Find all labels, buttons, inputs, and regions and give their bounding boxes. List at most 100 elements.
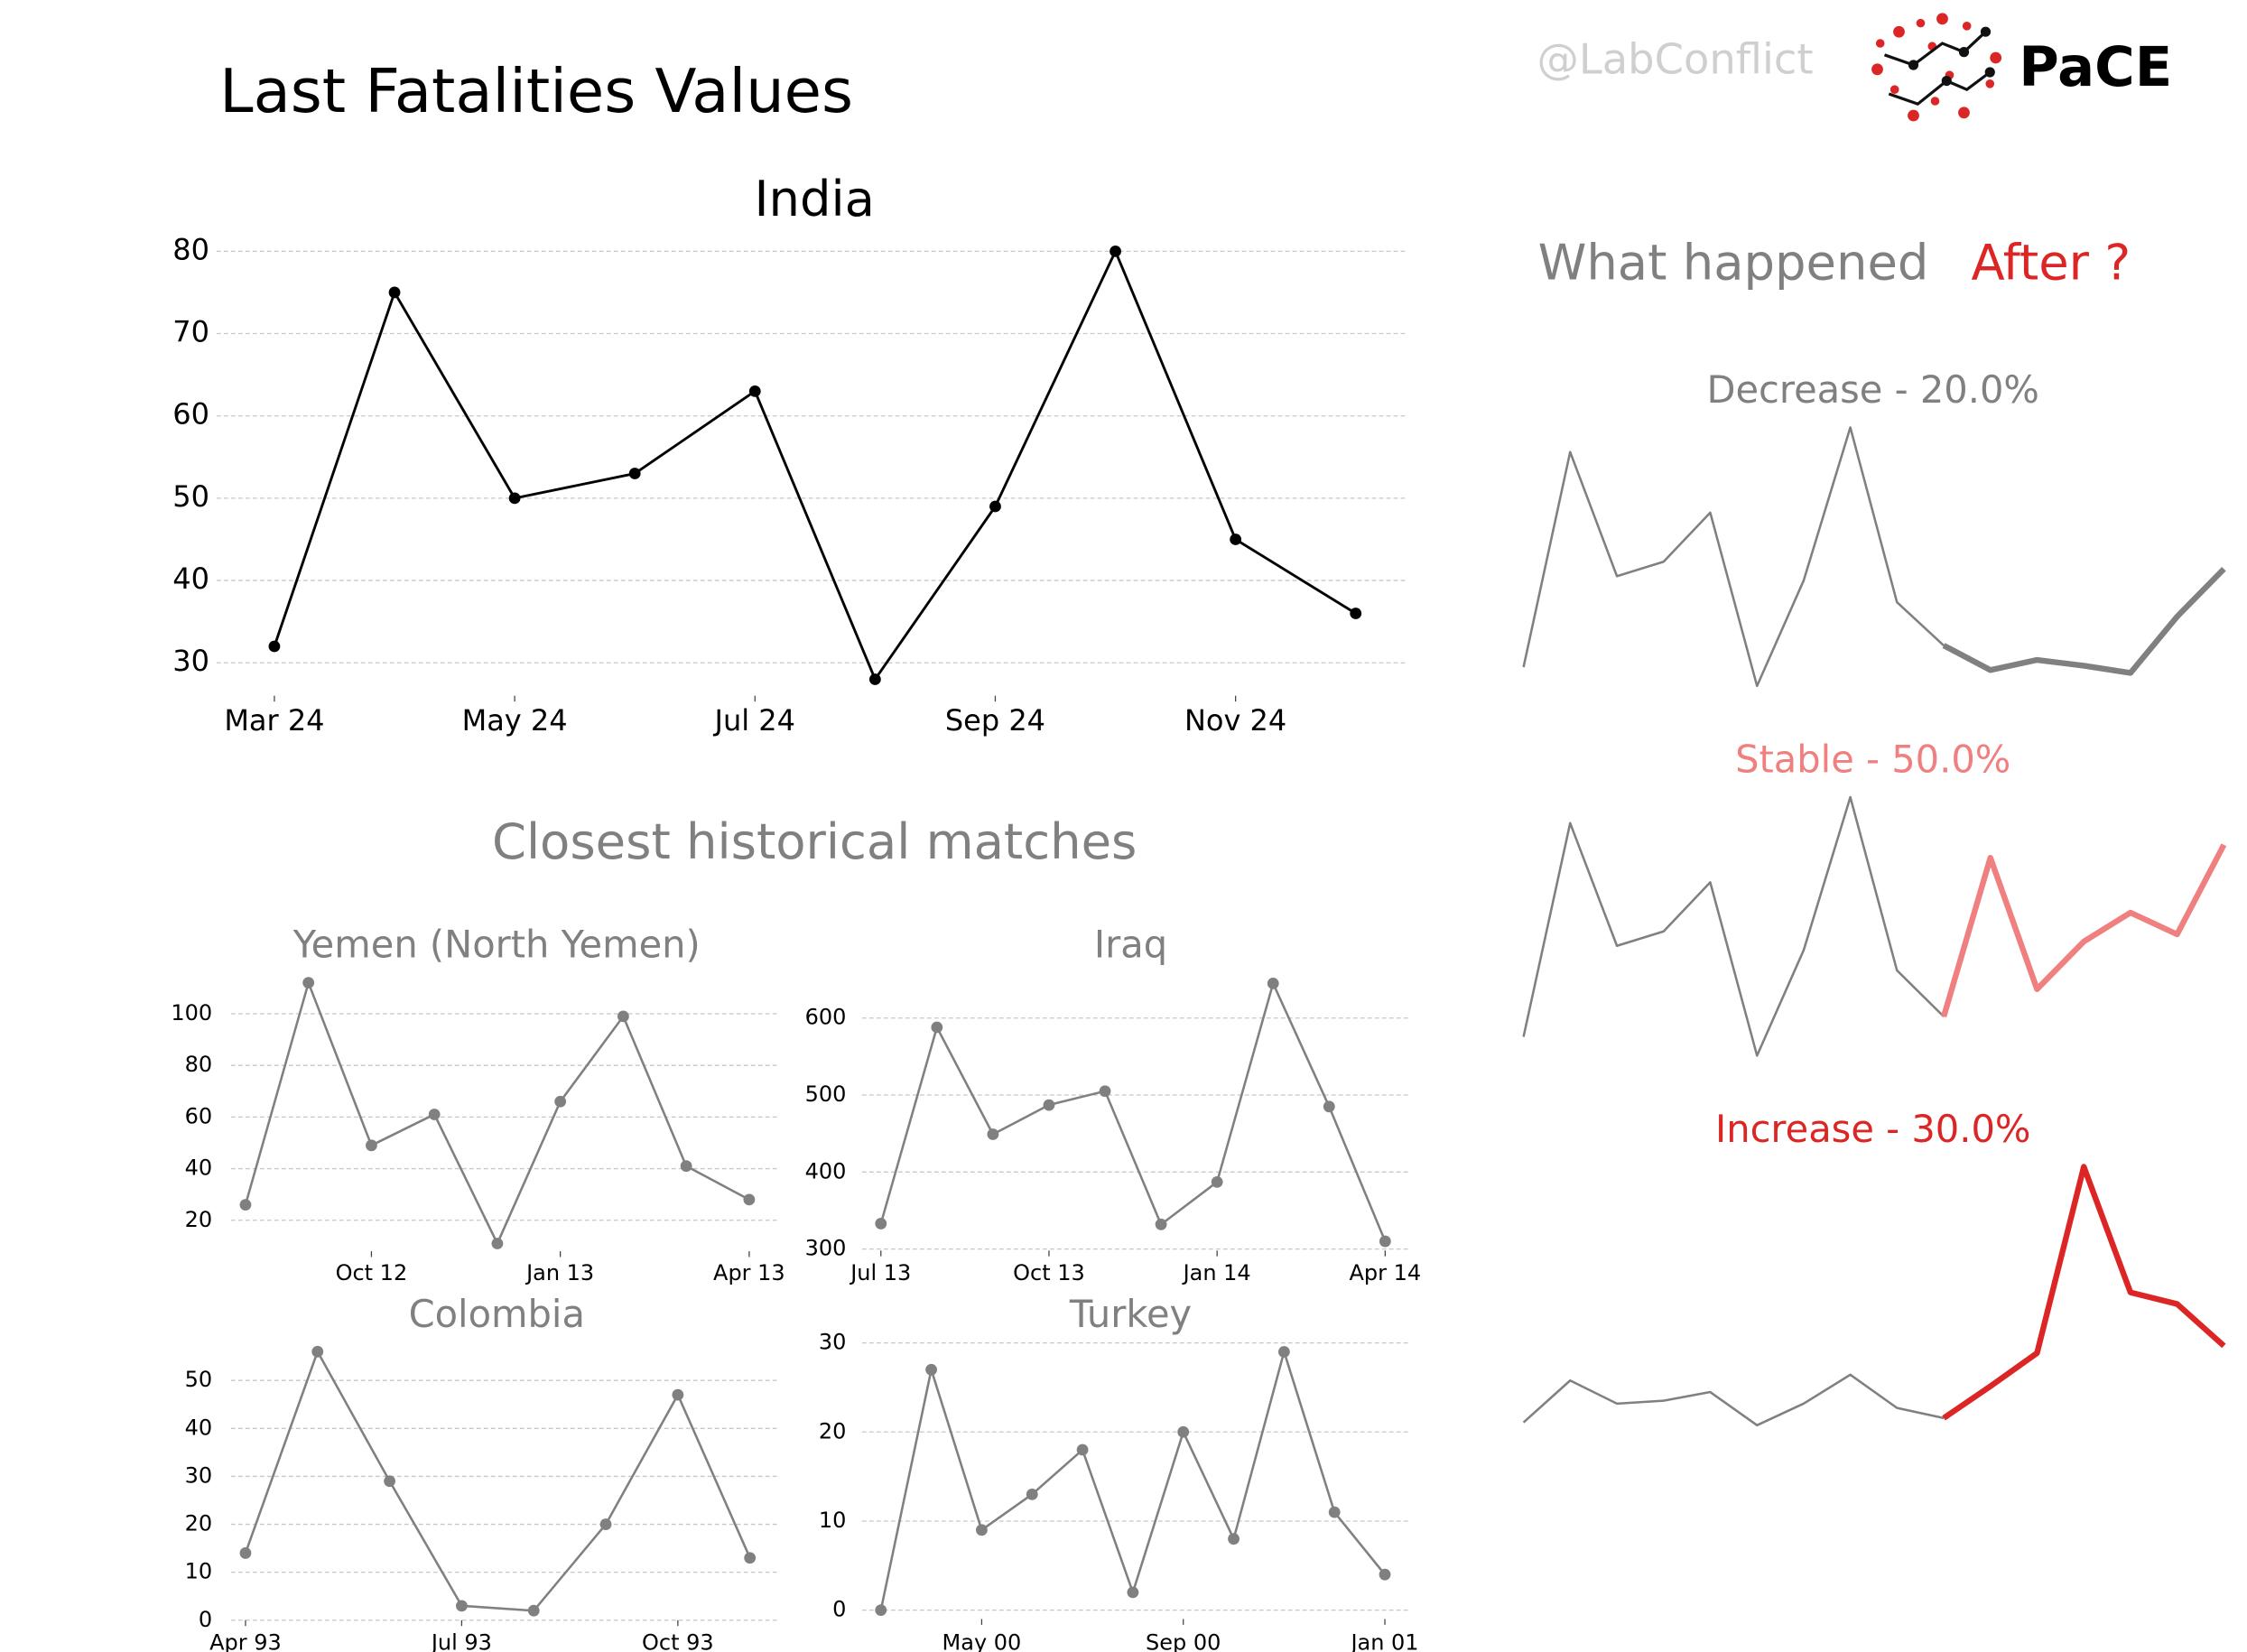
x-tick-label: Mar 24 [224, 703, 324, 738]
data-point [1267, 977, 1279, 989]
chart-title: Decrease - 20.0% [1706, 367, 2038, 412]
data-line [879, 982, 1387, 1242]
data-point [1127, 1586, 1139, 1599]
data-point [428, 1109, 441, 1120]
data-point [1323, 1100, 1335, 1113]
x-tick-label: Oct 93 [642, 1629, 714, 1652]
data-point [599, 1518, 612, 1530]
y-tick-label: 30 [172, 644, 209, 678]
chart-title: Stable - 50.0% [1735, 738, 2010, 782]
x-tick-label: Oct 13 [1013, 1260, 1085, 1285]
y-tick-label: 80 [185, 1052, 213, 1077]
y-tick-label: 100 [171, 1000, 212, 1026]
data-point [617, 1010, 629, 1023]
chart-title: Yemen (North Yemen) [292, 922, 701, 966]
y-tick-label: 20 [185, 1511, 213, 1536]
data-point [1155, 1218, 1167, 1230]
y-tick-label: 0 [832, 1597, 846, 1622]
data-point [1230, 534, 1242, 545]
data-point [1211, 1175, 1223, 1188]
data-point [1177, 1425, 1190, 1438]
chart-title: Iraq [1094, 922, 1167, 966]
logo-icon [1871, 13, 2002, 122]
chart-title: Increase - 30.0% [1715, 1107, 2030, 1151]
data-point [1328, 1506, 1341, 1518]
data-point [1099, 1085, 1111, 1098]
chart-title: Turkey [1069, 1292, 1192, 1336]
y-tick-label: 40 [172, 561, 209, 596]
after-title: What happened [1538, 234, 1929, 291]
x-tick-label: Jul 93 [430, 1629, 492, 1652]
data-line [273, 249, 1357, 681]
data-point [388, 286, 401, 299]
data-point [931, 1021, 943, 1034]
chart-title: Colombia [409, 1292, 585, 1336]
data-point [989, 500, 1001, 513]
y-tick-label: 70 [172, 315, 209, 349]
y-tick-label: 300 [805, 1236, 847, 1261]
data-point [311, 1345, 324, 1358]
y-tick-label: 50 [185, 1367, 213, 1392]
x-tick-label: Apr 93 [209, 1629, 282, 1652]
data-point [239, 1199, 252, 1211]
y-tick-label: 40 [185, 1155, 213, 1181]
data-point [1043, 1099, 1055, 1111]
data-point [868, 673, 881, 685]
data-point [302, 977, 315, 989]
section-title: Closest historical matches [492, 813, 1137, 870]
y-tick-label: 40 [185, 1415, 213, 1440]
data-point [491, 1238, 504, 1249]
x-tick-label: Jan 01 [1349, 1629, 1418, 1652]
x-tick-label: May 24 [462, 703, 568, 738]
x-tick-label: Nov 24 [1184, 703, 1286, 738]
data-line [1522, 426, 1945, 688]
x-tick-label: Oct 12 [336, 1260, 408, 1285]
y-tick-label: 80 [172, 232, 209, 266]
data-point [743, 1193, 756, 1206]
data-point [527, 1604, 540, 1617]
x-tick-label: Sep 24 [945, 703, 1045, 738]
data-point [1026, 1488, 1038, 1500]
data-point [744, 1552, 757, 1564]
page-title: Last Fatalities Values [219, 56, 853, 126]
x-tick-label: Jan 13 [525, 1260, 594, 1285]
data-point [239, 1547, 252, 1559]
y-tick-label: 20 [185, 1207, 213, 1232]
data-point [680, 1160, 692, 1173]
data-point [384, 1475, 395, 1488]
x-tick-label: Jan 14 [1182, 1260, 1251, 1285]
y-tick-label: 20 [819, 1418, 847, 1443]
data-point [628, 468, 641, 479]
chart-title: India [754, 171, 874, 227]
data-point [366, 1139, 377, 1152]
y-tick-label: 0 [199, 1607, 212, 1632]
x-tick-label: Jul 13 [849, 1260, 911, 1285]
data-point [1076, 1443, 1089, 1456]
data-line [1522, 1373, 1945, 1427]
handle: @LabConflict [1537, 34, 1814, 83]
data-point [1110, 245, 1121, 257]
data-point [455, 1600, 468, 1612]
data-point [1277, 1346, 1290, 1358]
y-tick-label: 10 [819, 1508, 847, 1533]
data-point [875, 1218, 887, 1230]
y-tick-label: 400 [805, 1158, 847, 1183]
data-point [1350, 608, 1362, 619]
data-point [672, 1388, 684, 1401]
data-point [987, 1128, 999, 1140]
data-point [554, 1095, 567, 1108]
data-line [1941, 843, 2227, 1018]
y-tick-label: 10 [185, 1559, 213, 1584]
x-tick-label: Apr 13 [713, 1260, 785, 1285]
data-point [1228, 1533, 1240, 1545]
data-point [508, 492, 521, 505]
x-tick-label: May 00 [942, 1629, 1022, 1652]
data-point [1379, 1235, 1391, 1248]
data-point [976, 1524, 988, 1536]
y-tick-label: 30 [185, 1462, 213, 1488]
x-tick-label: Apr 14 [1350, 1260, 1422, 1285]
data-point [875, 1604, 887, 1617]
logo-text: PaCE [2019, 36, 2172, 99]
